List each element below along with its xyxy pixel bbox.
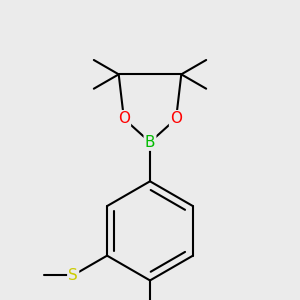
Text: B: B [145, 135, 155, 150]
Text: O: O [170, 111, 182, 126]
Text: S: S [68, 268, 78, 283]
Text: O: O [118, 111, 130, 126]
